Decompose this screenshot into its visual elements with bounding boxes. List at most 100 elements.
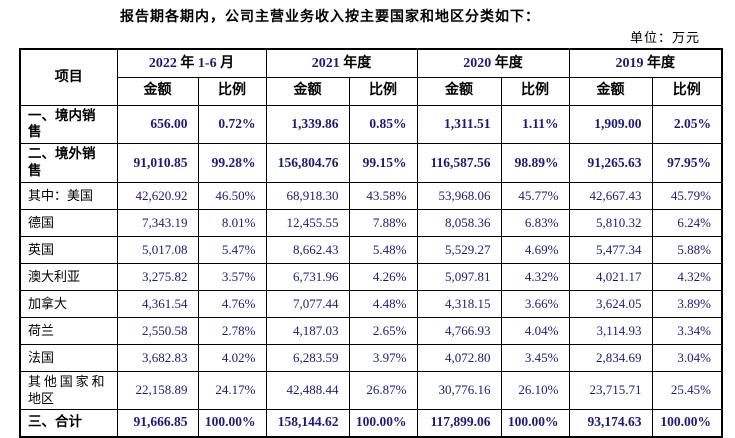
value-cell: 3.45% — [500, 344, 570, 372]
header-year-number: 2022 — [148, 55, 177, 71]
period-header: 2019 年度 — [568, 48, 723, 78]
value-cell: 3.89% — [651, 290, 723, 318]
value-cell: 30,776.16 — [416, 371, 502, 410]
period-header: 2022 年 1-6 月 — [116, 48, 267, 78]
value-cell: 22,158.89 — [116, 371, 199, 410]
amount-column-header: 金额 — [416, 76, 502, 106]
value-cell: 3,624.05 — [568, 290, 653, 318]
header-year-number: 2019 — [615, 55, 644, 71]
value-cell: 5.88% — [651, 236, 723, 264]
table-row: 二、境外销售 91,010.85 99.28% 156,804.76 99.15% 116… — [19, 143, 723, 183]
value-cell: 4.02% — [197, 344, 267, 372]
value-cell: 4.26% — [348, 263, 418, 291]
value-cell: 100.00% — [500, 409, 570, 437]
value-cell: 42,620.92 — [116, 182, 199, 210]
value-cell: 1,339.86 — [265, 104, 350, 145]
value-cell: 4,187.03 — [265, 317, 350, 345]
page-title: 报告期各期内，公司主营业务收入按主要国家和地区分类如下： — [120, 10, 540, 25]
row-label: 澳大利亚 — [19, 263, 118, 291]
value-cell: 5,529.27 — [416, 236, 502, 264]
value-cell: 99.15% — [348, 143, 418, 183]
value-cell: 97.95% — [651, 143, 723, 183]
header-year-number: 1-6 — [197, 55, 217, 71]
value-cell: 7.88% — [348, 209, 418, 237]
value-cell: 26.10% — [500, 371, 570, 410]
ratio-column-header: 比例 — [348, 76, 418, 106]
table-row: 三、合计 91,666.85 100.00% 158,144.62 100.00% 117… — [19, 409, 723, 437]
row-label: 三、合计 — [19, 409, 118, 437]
value-cell: 158,144.62 — [265, 409, 350, 437]
revenue-by-region-table: 项目 2022 年 1-6 月 2021 年度 2020 年度 2019 年度 … — [19, 48, 724, 438]
table-row: 加拿大 4,361.54 4.76% 7,077.44 4.48% 4,318.15 3.6… — [19, 290, 723, 318]
value-cell: 12,455.55 — [265, 209, 350, 237]
value-cell: 98.89% — [500, 143, 570, 183]
value-cell: 156,804.76 — [265, 143, 350, 183]
value-cell: 1,311.51 — [416, 104, 502, 145]
value-cell: 4,361.54 — [116, 290, 199, 318]
value-cell: 45.77% — [500, 182, 570, 210]
value-cell: 100.00% — [651, 409, 723, 437]
value-cell: 1,909.00 — [568, 104, 653, 145]
value-cell: 99.28% — [197, 143, 267, 183]
value-cell: 6.83% — [500, 209, 570, 237]
value-cell: 5.48% — [348, 236, 418, 264]
value-cell: 25.45% — [651, 371, 723, 410]
table-row: 一、境内销售 656.00 0.72% 1,339.86 0.85% 1,311.51 1.… — [19, 104, 723, 145]
value-cell: 100.00% — [197, 409, 267, 437]
sub-header-row: 金额 比例 金额 比例 金额 比例 金额 比例 — [20, 76, 723, 106]
value-cell: 4.32% — [500, 263, 570, 291]
value-cell: 3.97% — [348, 344, 418, 372]
row-label: 其中：美国 — [19, 182, 118, 210]
value-cell: 8,058.36 — [416, 209, 502, 237]
value-cell: 3,114.93 — [568, 317, 653, 345]
item-column-header: 项目 — [19, 48, 118, 106]
row-label: 加拿大 — [19, 290, 118, 318]
ratio-column-header: 比例 — [500, 76, 570, 106]
amount-column-header: 金额 — [116, 76, 199, 106]
value-cell: 6.24% — [651, 209, 723, 237]
value-cell: 4.32% — [651, 263, 723, 291]
value-cell: 5,017.08 — [116, 236, 199, 264]
value-cell: 2,834.69 — [568, 344, 653, 372]
amount-column-header: 金额 — [265, 76, 350, 106]
value-cell: 5,810.32 — [568, 209, 653, 237]
row-label: 其他国家和地区 — [19, 371, 118, 410]
value-cell: 3,275.82 — [116, 263, 199, 291]
value-cell: 5.47% — [197, 236, 267, 264]
value-cell: 116,587.56 — [416, 143, 502, 183]
value-cell: 23,715.71 — [568, 371, 653, 410]
value-cell: 8.01% — [197, 209, 267, 237]
row-label: 一、境内销售 — [19, 104, 118, 145]
value-cell: 2.05% — [651, 104, 723, 145]
value-cell: 0.72% — [197, 104, 267, 145]
table-body: 一、境内销售 656.00 0.72% 1,339.86 0.85% 1,311.51 1.… — [19, 104, 723, 437]
value-cell: 100.00% — [348, 409, 418, 437]
value-cell: 3.34% — [651, 317, 723, 345]
value-cell: 46.50% — [197, 182, 267, 210]
value-cell: 4.76% — [197, 290, 267, 318]
value-cell: 117,899.06 — [416, 409, 502, 437]
table-row: 德国 7,343.19 8.01% 12,455.55 7.88% 8,058.36 6.8… — [19, 209, 723, 237]
value-cell: 5,097.81 — [416, 263, 502, 291]
value-cell: 53,968.06 — [416, 182, 502, 210]
value-cell: 4.48% — [348, 290, 418, 318]
value-cell: 6,283.59 — [265, 344, 350, 372]
period-header: 2021 年度 — [265, 48, 418, 78]
table-row: 英国 5,017.08 5.47% 8,662.43 5.48% 5,529.27 4.69… — [19, 236, 723, 264]
value-cell: 43.58% — [348, 182, 418, 210]
value-cell: 4.04% — [500, 317, 570, 345]
amount-column-header: 金额 — [568, 76, 653, 106]
value-cell: 1.11% — [500, 104, 570, 145]
row-label: 法国 — [19, 344, 118, 372]
value-cell: 4.69% — [500, 236, 570, 264]
row-label: 荷兰 — [19, 317, 118, 345]
unit-label: 单位：万元 — [629, 30, 700, 45]
header-year-number: 2021 — [311, 55, 340, 71]
ratio-column-header: 比例 — [651, 76, 723, 106]
value-cell: 3.04% — [651, 344, 723, 372]
table-row: 其中：美国 42,620.92 46.50% 68,918.30 43.58% 53,96… — [19, 182, 723, 210]
value-cell: 8,662.43 — [265, 236, 350, 264]
document-page: { "page": { "title": "报告期各期内，公司主营业务收入按主要… — [19, 10, 724, 438]
value-cell: 45.79% — [651, 182, 723, 210]
value-cell: 24.17% — [197, 371, 267, 410]
